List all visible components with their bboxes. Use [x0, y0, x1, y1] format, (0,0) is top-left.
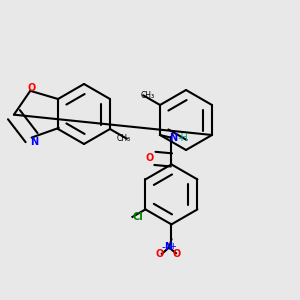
Text: O: O [28, 83, 36, 93]
Text: -H: -H [178, 133, 189, 143]
Text: -: - [162, 242, 166, 252]
Text: +: + [169, 242, 176, 251]
Text: O: O [156, 249, 164, 260]
Text: CH₃: CH₃ [141, 91, 155, 100]
Text: Cl: Cl [133, 212, 143, 222]
Text: N: N [30, 137, 38, 147]
Text: N: N [169, 133, 178, 143]
Text: O: O [173, 249, 181, 259]
Text: CH₃: CH₃ [117, 134, 131, 143]
Text: O: O [146, 153, 154, 164]
Text: N: N [164, 242, 172, 252]
